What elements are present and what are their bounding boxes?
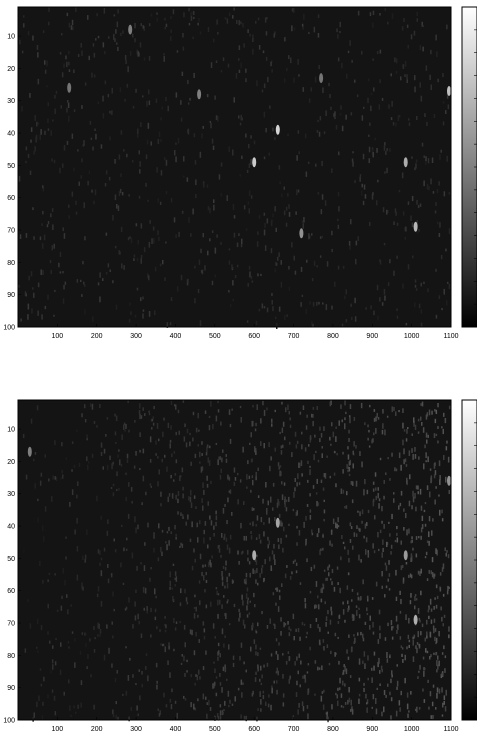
heatmap-hotspot xyxy=(447,475,451,486)
x-tick-label: 700 xyxy=(288,726,300,733)
x-tick-label: 1100 xyxy=(443,726,458,733)
x-tick-label: 400 xyxy=(170,333,182,340)
x-tick-label: 900 xyxy=(366,726,378,733)
heatmap-hotspot xyxy=(275,517,280,528)
y-tick-label: 10 xyxy=(7,34,15,41)
heatmap-background xyxy=(18,7,451,327)
heatmap-hotspot xyxy=(299,228,304,239)
y-tick-label: 50 xyxy=(7,556,15,563)
plot-frame xyxy=(17,6,452,328)
y-tick-label: 20 xyxy=(7,66,15,73)
x-tick-label: 700 xyxy=(288,333,300,340)
heatmap-hotspot xyxy=(128,24,133,35)
heatmap-hotspot xyxy=(27,446,32,457)
x-tick-label: 100 xyxy=(52,333,64,340)
heatmap-panel-bottom: 100 200 300 400 500 600 700 800 900 1000 1100 10 20 3… xyxy=(0,393,477,733)
x-tick-label: 500 xyxy=(209,333,221,340)
plot-frame xyxy=(17,399,452,721)
x-tick-label: 300 xyxy=(130,726,142,733)
heatmap-hotspot xyxy=(413,221,418,232)
x-tick-label: 500 xyxy=(209,726,221,733)
heatmap-top: 100 200 300 400 500 600 700 800 900 1000 1100 10 20 3… xyxy=(3,6,477,340)
y-tick-label: 60 xyxy=(7,195,15,202)
x-tick-label: 600 xyxy=(248,726,260,733)
y-tick-label: 80 xyxy=(7,653,15,660)
y-tick-label: 90 xyxy=(7,292,15,299)
heatmap-hotspot xyxy=(252,157,257,168)
heatmap-hotspot xyxy=(275,124,280,135)
heatmap-hotspot xyxy=(252,550,257,561)
y-tick-label: 30 xyxy=(7,98,15,105)
y-tick-label: 60 xyxy=(7,588,15,595)
x-tick-label: 800 xyxy=(327,333,339,340)
y-tick-label: 30 xyxy=(7,491,15,498)
heatmap-hotspot xyxy=(413,614,418,625)
heatmap-noise xyxy=(18,7,451,329)
heatmap-noise xyxy=(22,400,451,723)
colorbar xyxy=(461,399,477,721)
x-tick-label: 600 xyxy=(248,333,260,340)
y-tick-label: 90 xyxy=(7,685,15,692)
x-tick-label: 900 xyxy=(366,333,378,340)
x-tick-label: 200 xyxy=(91,726,103,733)
y-tick-label: 40 xyxy=(7,131,15,138)
y-tick-label: 100 xyxy=(3,325,15,332)
heatmap-hotspot xyxy=(403,157,408,168)
colorbar xyxy=(461,6,477,328)
y-tick-label: 40 xyxy=(7,524,15,531)
x-tick-label: 1100 xyxy=(443,333,458,340)
x-tick-label: 100 xyxy=(52,726,64,733)
heatmap-features xyxy=(67,24,451,239)
heatmap-hotspot xyxy=(319,73,324,84)
x-tick-label: 800 xyxy=(327,726,339,733)
heatmap-panel-top: 100 200 300 400 500 600 700 800 900 1000 1100 10 20 3… xyxy=(0,0,477,340)
heatmap-hotspot xyxy=(197,89,202,100)
x-tick-label: 1000 xyxy=(404,333,420,340)
x-tick-label: 1000 xyxy=(404,726,420,733)
y-tick-label: 80 xyxy=(7,260,15,267)
x-tick-label: 200 xyxy=(91,333,103,340)
y-tick-label: 100 xyxy=(3,718,15,725)
y-tick-label: 70 xyxy=(7,228,15,235)
heatmap-hotspot xyxy=(403,550,408,561)
y-tick-label: 70 xyxy=(7,621,15,628)
y-tick-label: 20 xyxy=(7,459,15,466)
y-tick-label: 10 xyxy=(7,427,15,434)
y-tick-label: 50 xyxy=(7,163,15,170)
heatmap-hotspot xyxy=(447,86,451,96)
heatmap-hotspot xyxy=(67,82,72,93)
x-tick-label: 300 xyxy=(130,333,142,340)
heatmap-features xyxy=(27,446,451,625)
x-tick-label: 400 xyxy=(170,726,182,733)
heatmap-bottom: 100 200 300 400 500 600 700 800 900 1000 1100 10 20 3… xyxy=(3,399,477,733)
